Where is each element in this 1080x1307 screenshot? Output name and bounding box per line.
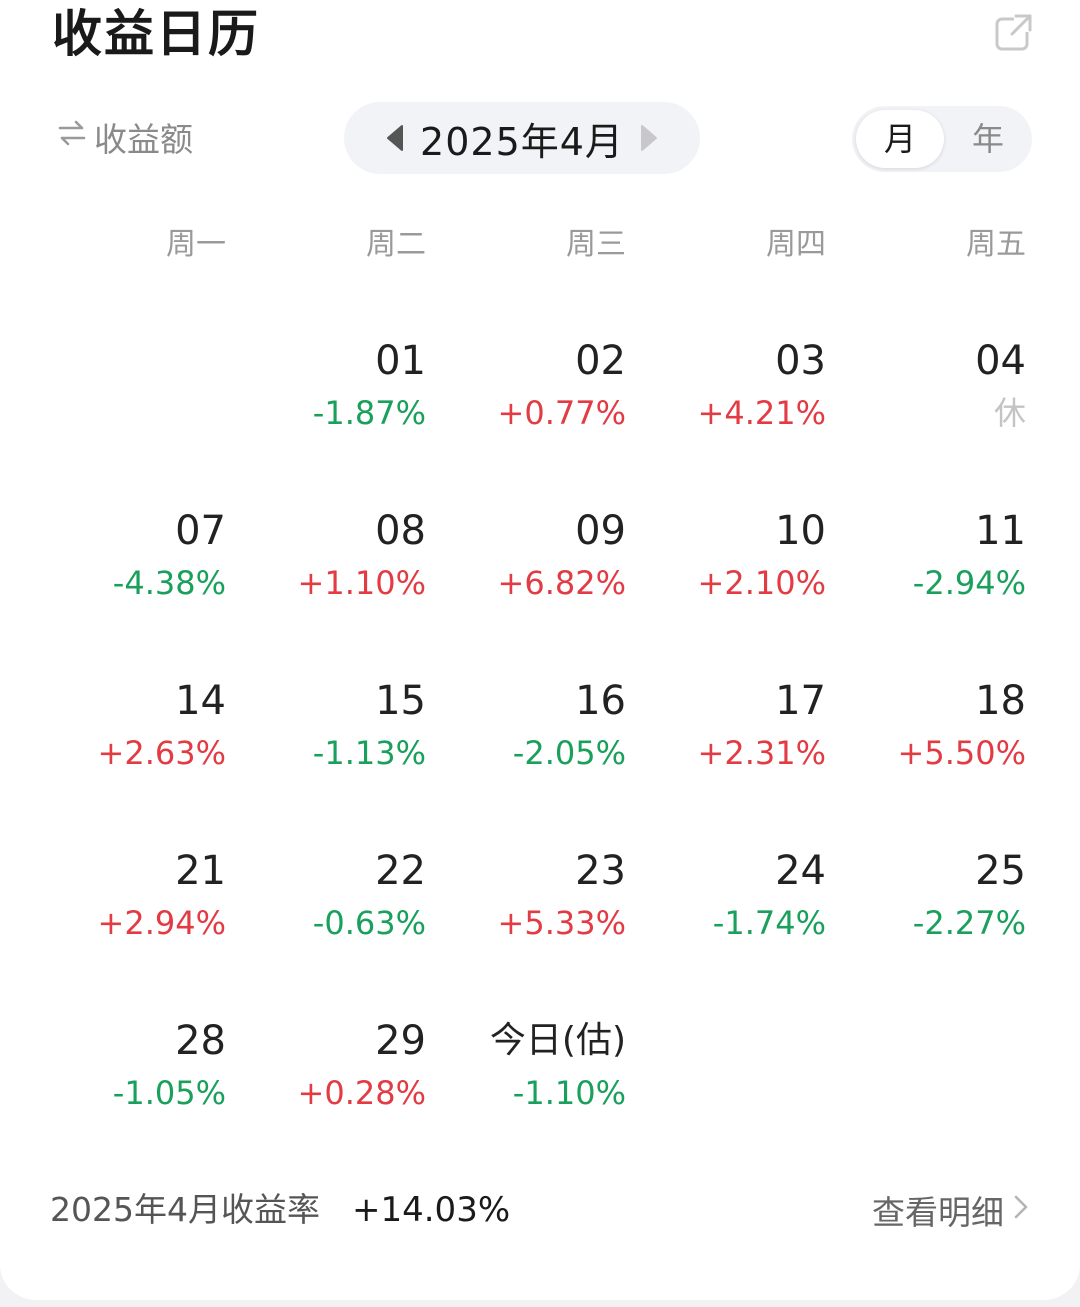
calendar-day-cell[interactable]: 10 +2.10%: [636, 506, 826, 636]
swap-arrows-icon: [56, 117, 88, 157]
chevron-right-icon: [1010, 1191, 1032, 1230]
day-number: 23: [575, 848, 626, 894]
weekday-label: 周四: [766, 227, 826, 262]
calendar-day-cell[interactable]: 04 休: [836, 336, 1026, 466]
daily-return-value: -4.38%: [112, 564, 226, 602]
daily-return-value: -2.94%: [912, 564, 1026, 602]
today-label: 今日(估): [489, 1020, 626, 1061]
daily-return-value: +0.28%: [297, 1074, 426, 1112]
daily-return-value: -1.13%: [312, 734, 426, 772]
day-number: 09: [575, 508, 626, 554]
segment-month[interactable]: 月: [856, 110, 944, 168]
daily-return-value: +5.50%: [897, 734, 1026, 772]
weekday-label: 周一: [166, 227, 226, 262]
calendar-day-cell[interactable]: 16 -2.05%: [436, 676, 626, 806]
weekday-header: 周一 周二 周三 周四 周五: [0, 220, 1080, 270]
weekday-label: 周二: [366, 227, 426, 262]
daily-return-value: -2.27%: [912, 904, 1026, 942]
calendar-day-cell[interactable]: 11 -2.94%: [836, 506, 1026, 636]
triangle-right-icon[interactable]: [634, 124, 662, 152]
daily-return-value: +5.33%: [497, 904, 626, 942]
day-number: 17: [775, 678, 826, 724]
daily-return-value: +0.77%: [497, 394, 626, 432]
day-number: 18: [975, 678, 1026, 724]
daily-return-value: +1.10%: [297, 564, 426, 602]
day-number: 10: [775, 508, 826, 554]
daily-return-value: +6.82%: [497, 564, 626, 602]
market-closed-label: 休: [993, 394, 1026, 432]
day-number: 07: [175, 508, 226, 554]
day-number: 15: [375, 678, 426, 724]
triangle-left-icon[interactable]: [382, 124, 410, 152]
daily-return-value: -1.87%: [312, 394, 426, 432]
calendar-day-cell[interactable]: 21 +2.94%: [36, 846, 226, 976]
daily-return-value: +2.94%: [97, 904, 226, 942]
calendar-day-cell[interactable]: 25 -2.27%: [836, 846, 1026, 976]
weekday-label: 周五: [966, 227, 1026, 262]
day-number: 16: [575, 678, 626, 724]
calendar-day-cell[interactable]: 15 -1.13%: [236, 676, 426, 806]
daily-return-value: -0.63%: [312, 904, 426, 942]
calendar-day-cell[interactable]: 14 +2.63%: [36, 676, 226, 806]
metric-toggle-button[interactable]: 收益额: [56, 112, 193, 162]
month-navigator: 2025年4月: [344, 102, 700, 174]
daily-return-value: -1.05%: [112, 1074, 226, 1112]
day-number: 29: [375, 1018, 426, 1064]
metric-toggle-label: 收益额: [94, 120, 193, 159]
page-title: 收益日历: [52, 5, 260, 63]
day-number: 11: [975, 508, 1026, 554]
calendar-day-cell[interactable]: 07 -4.38%: [36, 506, 226, 636]
calendar-day-cell[interactable]: 17 +2.31%: [636, 676, 826, 806]
calendar-day-cell[interactable]: 08 +1.10%: [236, 506, 426, 636]
day-number: 08: [375, 508, 426, 554]
calendar-day-cell[interactable]: 03 +4.21%: [636, 336, 826, 466]
daily-return-value: +2.63%: [97, 734, 226, 772]
day-number: 28: [175, 1018, 226, 1064]
share-external-icon[interactable]: [994, 12, 1034, 52]
segment-year[interactable]: 年: [971, 120, 1004, 158]
day-number: 24: [775, 848, 826, 894]
calendar-day-cell[interactable]: 23 +5.33%: [436, 846, 626, 976]
weekday-label: 周三: [566, 227, 626, 262]
calendar-day-cell[interactable]: 09 +6.82%: [436, 506, 626, 636]
day-number: 02: [575, 338, 626, 384]
calendar-day-cell[interactable]: 22 -0.63%: [236, 846, 426, 976]
day-number: 04: [975, 338, 1026, 384]
calendar-day-cell[interactable]: 24 -1.74%: [636, 846, 826, 976]
calendar-day-cell[interactable]: 18 +5.50%: [836, 676, 1026, 806]
daily-return-value: +2.31%: [697, 734, 826, 772]
monthly-return-value: +14.03%: [352, 1190, 511, 1230]
view-details-link[interactable]: 查看明细: [872, 1186, 1032, 1234]
daily-return-value: -1.74%: [712, 904, 826, 942]
daily-return-value: +2.10%: [697, 564, 826, 602]
calendar-day-cell[interactable]: 02 +0.77%: [436, 336, 626, 466]
day-number: 14: [175, 678, 226, 724]
period-segmented-control: 月 年: [852, 106, 1032, 172]
calendar-day-cell[interactable]: 28 -1.05%: [36, 1016, 226, 1146]
view-details-label: 查看明细: [872, 1193, 1004, 1232]
calendar-day-cell[interactable]: 01 -1.87%: [236, 336, 426, 466]
day-number: 21: [175, 848, 226, 894]
calendar-day-cell[interactable]: 今日(估) -1.10%: [436, 1016, 626, 1146]
day-number: 22: [375, 848, 426, 894]
day-number: 03: [775, 338, 826, 384]
month-label: 2025年4月: [420, 119, 624, 164]
monthly-return-label: 2025年4月收益率: [50, 1190, 320, 1229]
daily-return-value: -1.10%: [512, 1074, 626, 1112]
daily-return-value: +4.21%: [697, 394, 826, 432]
day-number: 01: [375, 338, 426, 384]
daily-return-value: -2.05%: [512, 734, 626, 772]
calendar-day-cell[interactable]: 29 +0.28%: [236, 1016, 426, 1146]
day-number: 25: [975, 848, 1026, 894]
